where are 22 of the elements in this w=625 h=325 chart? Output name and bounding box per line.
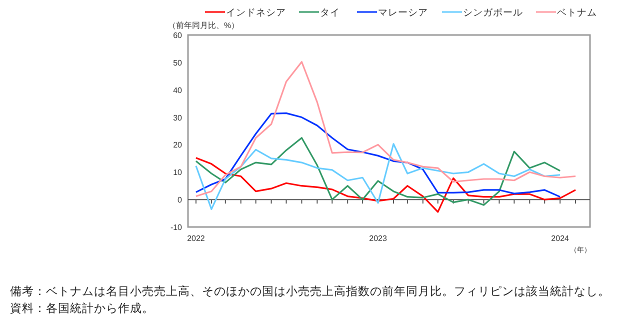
y-tick-label: 0 <box>178 196 183 205</box>
legend-label: インドネシア <box>226 8 286 18</box>
text: 資料：各国統計から作成。 <box>10 301 154 315</box>
x-tick-label: 2023 <box>369 234 388 243</box>
legend-label: ベトナム <box>557 8 597 18</box>
y-tick-label: 30 <box>173 113 183 122</box>
line-series <box>195 61 576 198</box>
y-tick-label: 50 <box>173 58 183 68</box>
x-tick-label: 2022 <box>187 234 206 243</box>
y-axis-title: （前年同月比、%） <box>168 21 240 30</box>
legend-label: シンガポール <box>463 8 523 18</box>
y-tick-label: 20 <box>173 140 183 150</box>
y-tick-label: 10 <box>173 168 183 178</box>
legend-label: タイ <box>320 8 340 18</box>
y-tick-label: -10 <box>170 223 183 232</box>
y-tick-label: 40 <box>173 86 183 95</box>
text: 備考：ベトナムは名目小売売上高、そのほかの国は小売売上高指数の前年同月比。フィリピンは該当統計なし。 <box>10 284 610 298</box>
line-series <box>195 157 576 213</box>
y-tick-label: 60 <box>173 31 183 40</box>
legend-label: マレーシア <box>378 8 428 18</box>
line-series <box>195 112 561 198</box>
x-tick-label: 2024 <box>551 234 570 243</box>
